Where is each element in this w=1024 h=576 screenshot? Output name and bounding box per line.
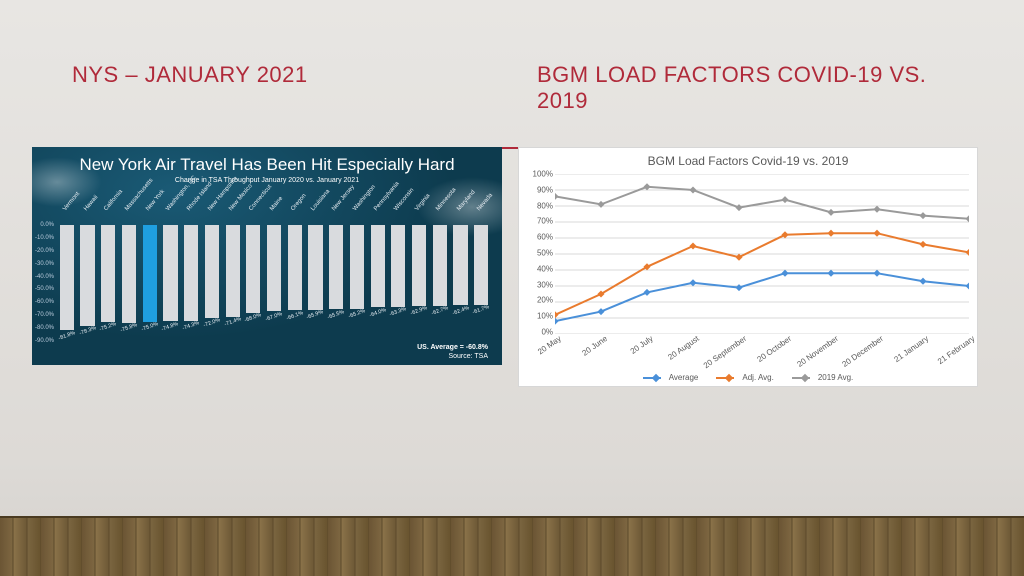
left-chart-bars: Vermont-81.8%Hawaii-78.3%California-75.2…	[56, 225, 492, 341]
right-chart-y-axis: 0%10%20%30%40%50%60%70%80%90%100%	[525, 174, 553, 332]
right-chart-title: BGM Load Factors Covid-19 vs. 2019	[519, 148, 977, 170]
left-chart-footer: US. Average = -60.8% Source: TSA	[417, 343, 488, 361]
slide-title-left: NYS – JANUARY 2021	[72, 62, 482, 115]
right-line-chart: BGM Load Factors Covid-19 vs. 2019 0%10%…	[518, 147, 978, 387]
right-chart-legend: AverageAdj. Avg.2019 Avg.	[519, 373, 977, 382]
left-bar-chart: New York Air Travel Has Been Hit Especia…	[32, 147, 502, 365]
right-chart-plot: 0%10%20%30%40%50%60%70%80%90%100%	[555, 174, 967, 332]
slide-title-right: BGM LOAD FACTORS COVID-19 VS. 2019	[537, 62, 977, 115]
floor-decoration	[0, 516, 1024, 576]
right-chart-x-axis: 20 May20 June20 July20 August20 Septembe…	[555, 334, 967, 364]
left-chart-title: New York Air Travel Has Been Hit Especia…	[32, 147, 502, 175]
left-chart-y-axis: 0.0%-10.0%-20.0%-30.0%-40.0%-50.0%-60.0%…	[34, 225, 56, 341]
